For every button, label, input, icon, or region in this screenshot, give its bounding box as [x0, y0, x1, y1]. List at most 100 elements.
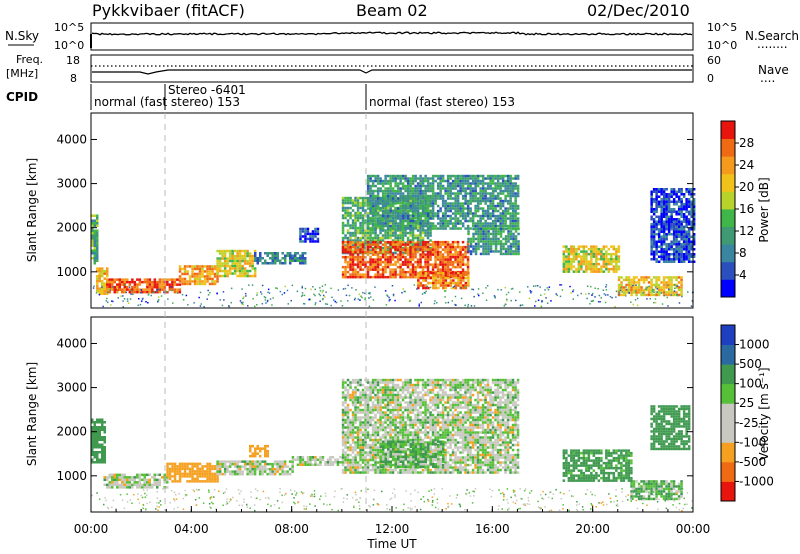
heatmap-cell: [376, 273, 380, 276]
heatmap-cell: [665, 291, 668, 294]
heatmap-cell: [682, 215, 686, 218]
heatmap-cell: [482, 245, 485, 248]
heatmap-cell: [346, 206, 350, 210]
heatmap-cell: [146, 280, 149, 284]
heatmap-cell: [379, 255, 382, 259]
heatmap-cell: [369, 199, 372, 203]
heatmap-cell: [322, 297, 324, 300]
heatmap-cell: [454, 303, 456, 306]
heatmap-cell: [665, 213, 668, 216]
heatmap-cell: [166, 478, 169, 482]
heatmap-cell: [451, 224, 455, 228]
heatmap-cell: [509, 245, 513, 248]
heatmap-cell: [411, 234, 415, 237]
heatmap-cell: [223, 472, 227, 476]
heatmap-cell: [366, 229, 370, 232]
heatmap-cell: [652, 255, 656, 258]
heatmap-cell: [369, 217, 372, 220]
heatmap-cell: [617, 276, 621, 279]
heatmap-cell: [385, 304, 388, 306]
heatmap-cell: [451, 222, 455, 225]
heatmap-cell: [424, 248, 427, 251]
heatmap-cell: [444, 199, 447, 203]
heatmap-cell: [213, 280, 217, 283]
heatmap-cell: [181, 272, 184, 276]
heatmap-cell: [476, 202, 480, 205]
heatmap-cell: [514, 222, 517, 225]
heatmap-cell: [425, 290, 427, 293]
heatmap-cell: [499, 204, 502, 208]
heatmap-cell: [419, 245, 422, 249]
heatmap-cell: [682, 230, 686, 233]
heatmap-cell: [406, 265, 410, 269]
heatmap-cell: [238, 269, 242, 273]
heatmap-cell: [96, 257, 99, 260]
heatmap-cell: [657, 260, 661, 263]
heatmap-cell: [517, 250, 520, 253]
heatmap-cell: [660, 288, 663, 292]
heatmap-cell: [620, 288, 623, 292]
heatmap-cell: [409, 260, 412, 264]
heatmap-cell: [98, 436, 101, 439]
heatmap-cell: [499, 222, 502, 225]
heatmap-cell: [409, 250, 412, 254]
heatmap-cell: [281, 262, 284, 265]
heatmap-cell: [374, 275, 377, 279]
heatmap-cell: [183, 472, 187, 476]
heatmap-cell: [690, 223, 693, 226]
heatmap-cell: [676, 293, 678, 296]
heatmap-cell: [399, 239, 402, 242]
heatmap-cell: [386, 189, 390, 193]
heatmap-cell: [672, 225, 676, 228]
heatmap-cell: [477, 242, 480, 246]
heatmap-cell: [309, 240, 312, 243]
heatmap-cell: [429, 281, 433, 285]
heatmap-cell: [429, 239, 432, 242]
heatmap-cell: [391, 194, 395, 198]
heatmap-cell: [456, 209, 460, 213]
heatmap-cell: [436, 197, 440, 200]
heatmap-cell: [672, 250, 676, 253]
heatmap-cell: [690, 235, 693, 238]
heatmap-cell: [451, 184, 455, 188]
heatmap-cell: [391, 199, 395, 203]
heatmap-cell: [675, 291, 678, 294]
heatmap-cell: [657, 235, 661, 238]
heatmap-cell: [439, 243, 442, 246]
heatmap-cell: [494, 177, 497, 180]
heatmap-cell: [193, 267, 197, 271]
heatmap-cell: [103, 483, 106, 487]
heatmap-cell: [411, 229, 415, 232]
heatmap-cell: [509, 214, 512, 218]
heatmap-cell: [354, 297, 357, 300]
heatmap-cell: [223, 249, 227, 253]
heatmap-cell: [677, 205, 681, 208]
heatmap-cell: [306, 227, 310, 231]
heatmap-cell: [316, 230, 320, 233]
heatmap-cell: [419, 184, 422, 188]
heatmap-cell: [394, 268, 397, 271]
heatmap-cell: [414, 227, 417, 230]
heatmap-cell: [489, 174, 492, 178]
heatmap-cell: [261, 465, 264, 468]
heatmap-cell: [344, 250, 347, 254]
heatmap-cell: [374, 248, 377, 251]
heatmap-cell: [276, 465, 279, 468]
heatmap-cell: [451, 204, 455, 208]
heatmap-cell: [439, 281, 443, 285]
heatmap-cell: [366, 248, 370, 251]
freq-right-tick-bottom: 0: [707, 72, 714, 85]
heatmap-cell: [141, 486, 144, 489]
heatmap-cell: [652, 288, 654, 291]
heatmap-cell: [429, 202, 432, 205]
heatmap-cell: [203, 480, 207, 483]
heatmap-cell: [142, 297, 144, 300]
heatmap-cell: [416, 258, 420, 261]
heatmap-cell: [246, 462, 249, 466]
heatmap-cell: [419, 199, 422, 203]
heatmap-cell: [514, 242, 518, 246]
heatmap-cell: [469, 197, 472, 200]
heatmap-cell: [394, 234, 397, 237]
heatmap-cell: [461, 187, 465, 190]
